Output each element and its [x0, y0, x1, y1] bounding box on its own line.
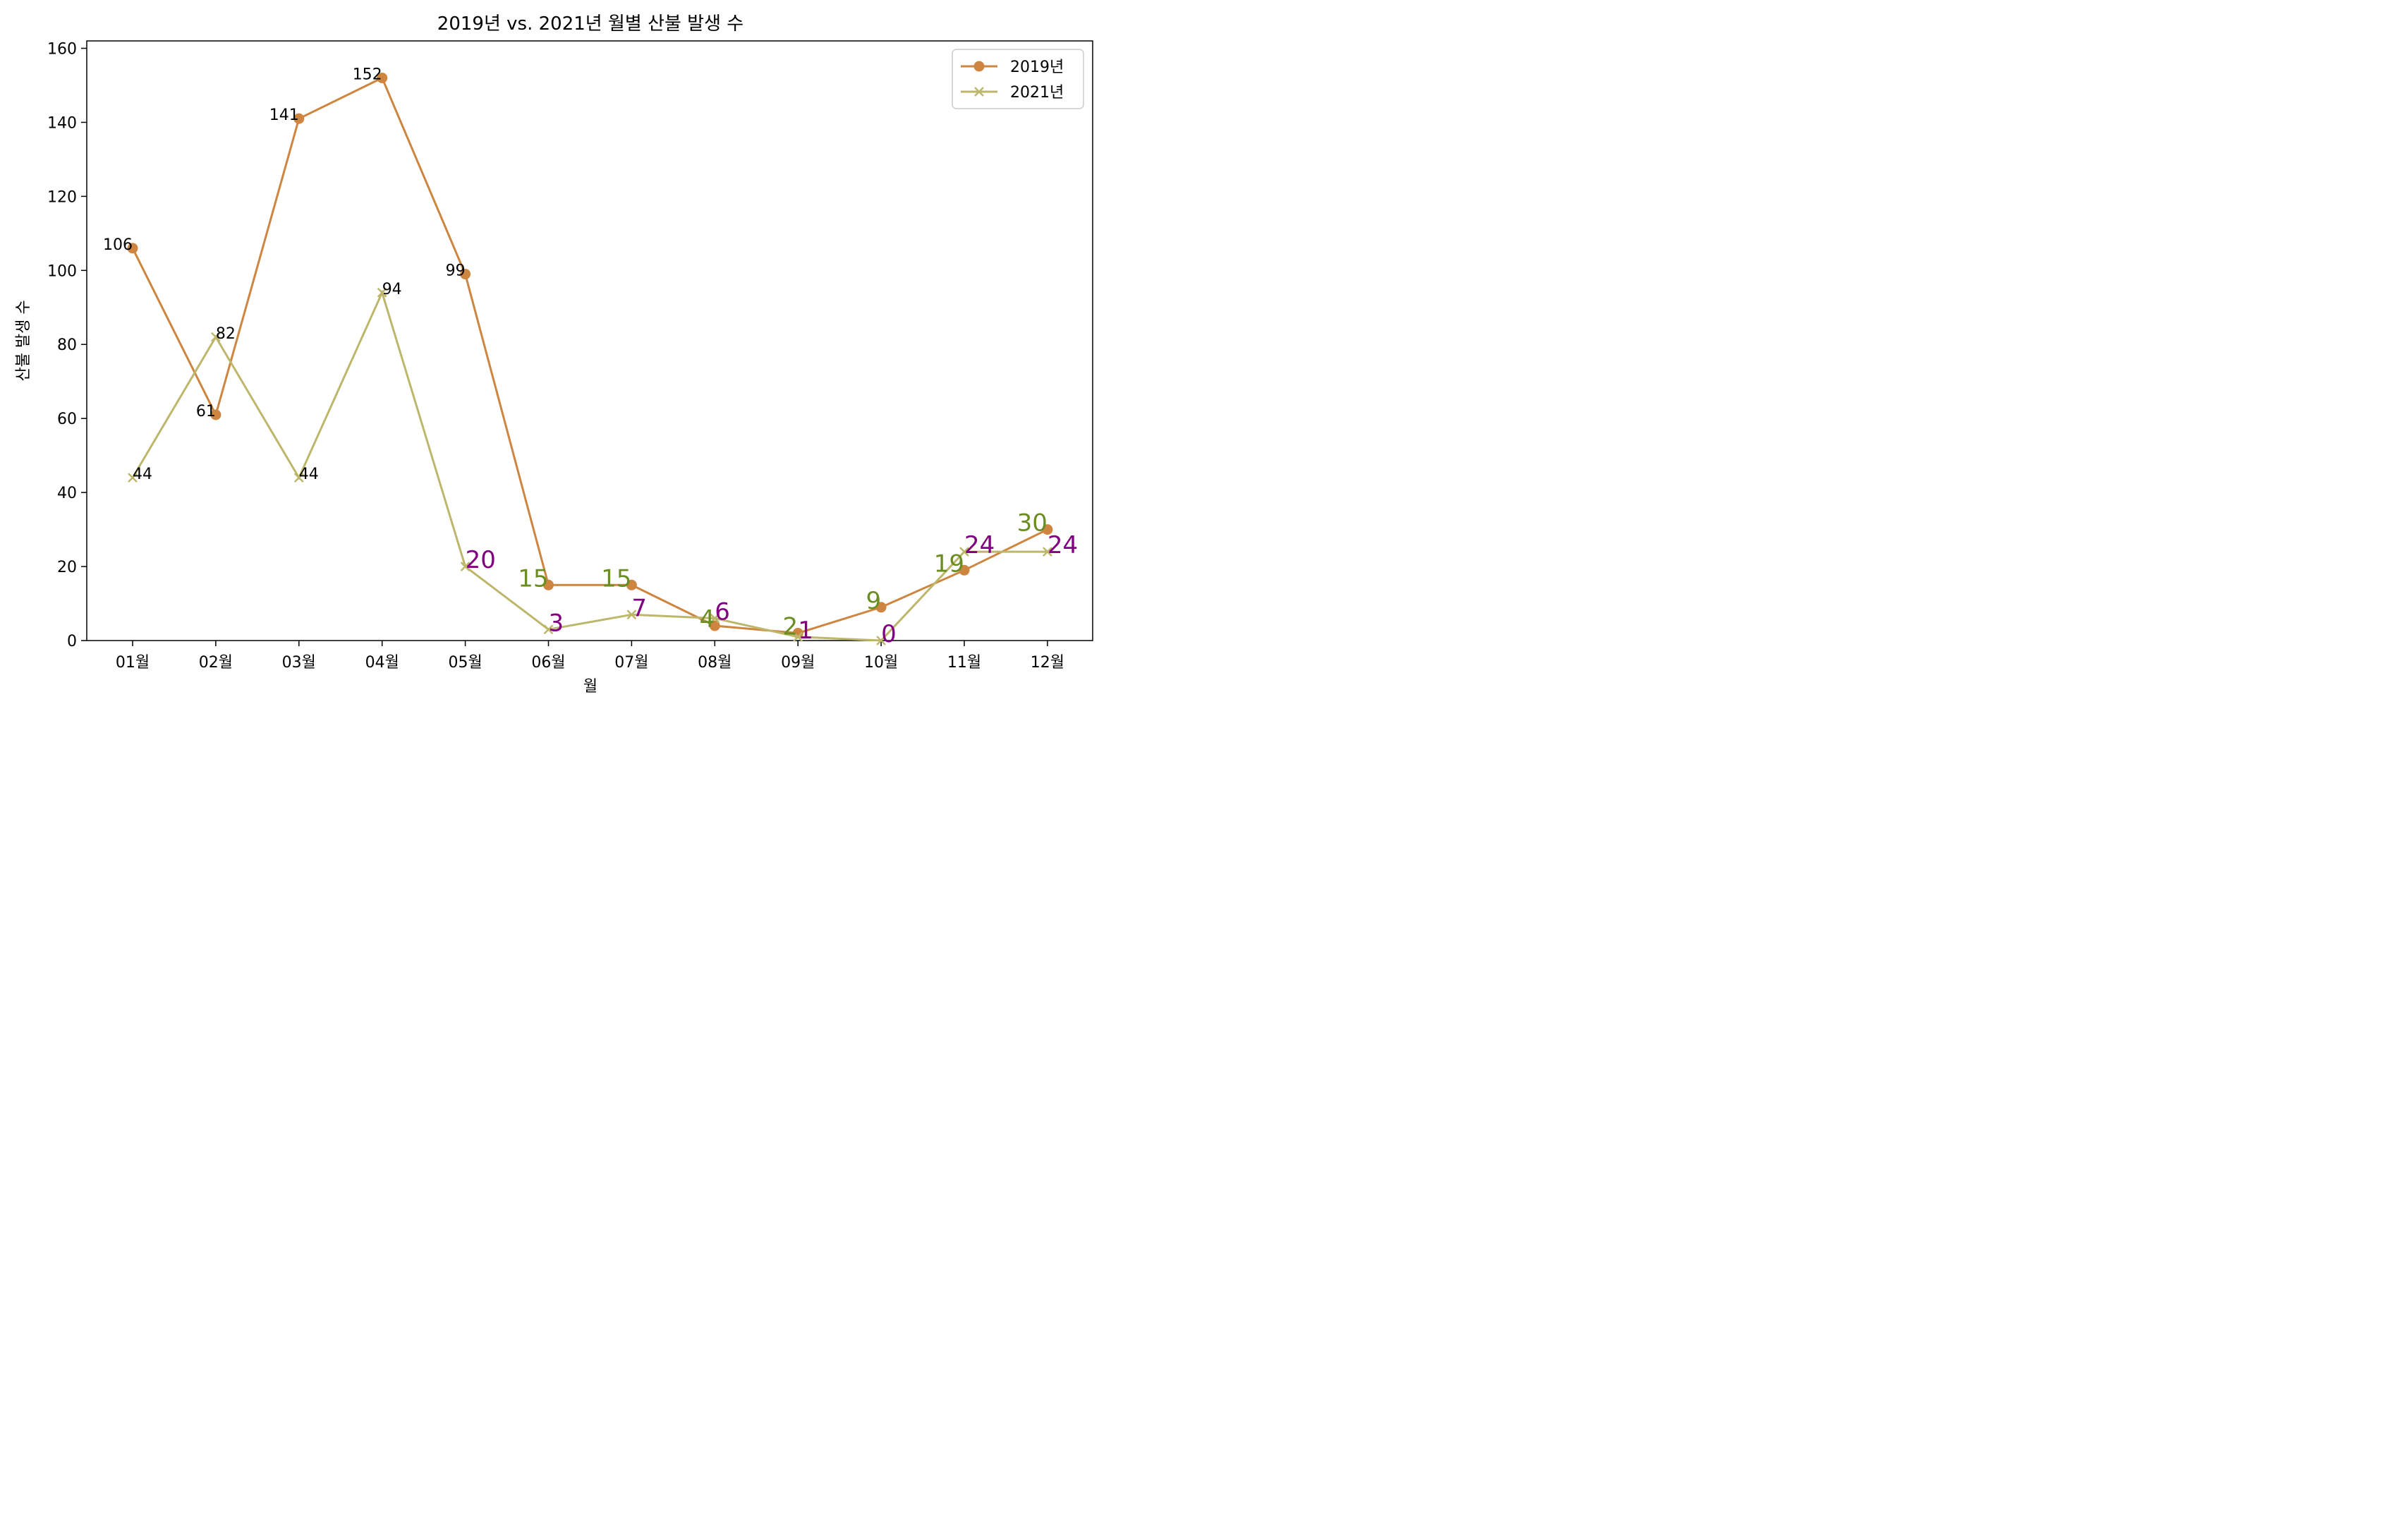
y-tick-label: 40: [57, 485, 77, 502]
data-label: 20: [466, 546, 496, 574]
x-tick-label: 06월: [531, 654, 565, 672]
data-point: [127, 243, 138, 254]
series-line-1: [131, 76, 1048, 635]
data-label: 94: [382, 281, 402, 298]
x-tick-label: 10월: [864, 654, 898, 672]
x-tick-label: 03월: [282, 654, 316, 672]
data-point: [128, 473, 138, 483]
data-label: 0: [881, 620, 897, 648]
data-label: 24: [964, 531, 995, 559]
y-axis-label: 산불 발생 수: [15, 300, 32, 381]
legend-label: 2019년: [1010, 59, 1064, 76]
y-tick-label: 100: [47, 262, 77, 280]
data-point: [210, 409, 221, 420]
data-label: 99: [446, 262, 466, 280]
y-tick-label: 60: [57, 411, 77, 428]
data-point: [709, 620, 720, 631]
data-point: [460, 562, 471, 571]
data-point: [543, 579, 554, 590]
y-tick-label: 140: [47, 114, 77, 132]
data-label: 19: [934, 550, 964, 578]
data-label: 4: [700, 605, 715, 633]
data-label: 1: [798, 617, 813, 645]
data-label: 152: [353, 66, 382, 83]
x-tick-label: 04월: [365, 654, 399, 672]
data-point: [626, 579, 637, 590]
chart-title: 2019년 vs. 2021년 월별 산불 발생 수: [437, 13, 743, 35]
data-point: [1043, 547, 1052, 557]
plot-frame: [86, 40, 1093, 641]
data-label: 30: [1017, 509, 1048, 538]
x-tick-label: 07월: [614, 654, 648, 672]
data-label: 15: [601, 564, 631, 593]
data-point: [710, 613, 720, 624]
legend-marker: [974, 87, 984, 97]
y-tick-label: 80: [57, 337, 77, 354]
y-tick-label: 160: [47, 40, 77, 58]
data-label: 44: [299, 466, 319, 483]
x-axis-label: 월: [583, 678, 597, 696]
data-point: [959, 547, 969, 557]
legend-label: 2021년: [1010, 84, 1064, 102]
data-point: [211, 332, 221, 342]
x-tick-label: 02월: [199, 654, 233, 672]
data-point: [626, 610, 637, 620]
data-label: 7: [631, 594, 647, 622]
legend-marker: [973, 61, 985, 72]
data-point: [377, 72, 388, 83]
data-label: 44: [133, 466, 152, 483]
data-point: [875, 602, 887, 613]
line-chart: 2019년 vs. 2021년 월별 산불 발생 수 0204060801001…: [15, 13, 1093, 696]
y-tick-label: 0: [67, 633, 77, 650]
data-label: 24: [1048, 531, 1078, 559]
x-tick-label: 01월: [116, 654, 150, 672]
data-label: 2: [783, 613, 799, 641]
data-point: [460, 269, 471, 280]
data-label: 9: [866, 587, 881, 615]
legend-box: [952, 49, 1084, 109]
x-tick-label: 05월: [448, 654, 482, 672]
data-point: [543, 624, 554, 635]
data-label: 61: [196, 403, 216, 420]
data-label: 106: [103, 236, 133, 254]
data-point: [377, 287, 387, 298]
x-tick-label: 11월: [947, 654, 981, 672]
data-label: 15: [518, 564, 548, 593]
data-label: 3: [549, 609, 564, 637]
x-tick-label: 12월: [1031, 654, 1064, 672]
data-label: 141: [269, 107, 299, 124]
data-label: 82: [216, 325, 236, 343]
data-point: [959, 564, 970, 576]
data-point: [876, 636, 886, 645]
y-tick-label: 120: [47, 188, 77, 206]
data-point: [793, 631, 803, 642]
data-point: [293, 473, 304, 483]
y-tick-label: 20: [57, 559, 77, 576]
series-line-2: [131, 289, 1048, 642]
x-tick-label: 09월: [781, 654, 815, 672]
data-point: [1042, 524, 1053, 535]
data-point: [293, 113, 305, 124]
data-label: 6: [715, 598, 730, 626]
x-tick-label: 08월: [698, 654, 731, 672]
